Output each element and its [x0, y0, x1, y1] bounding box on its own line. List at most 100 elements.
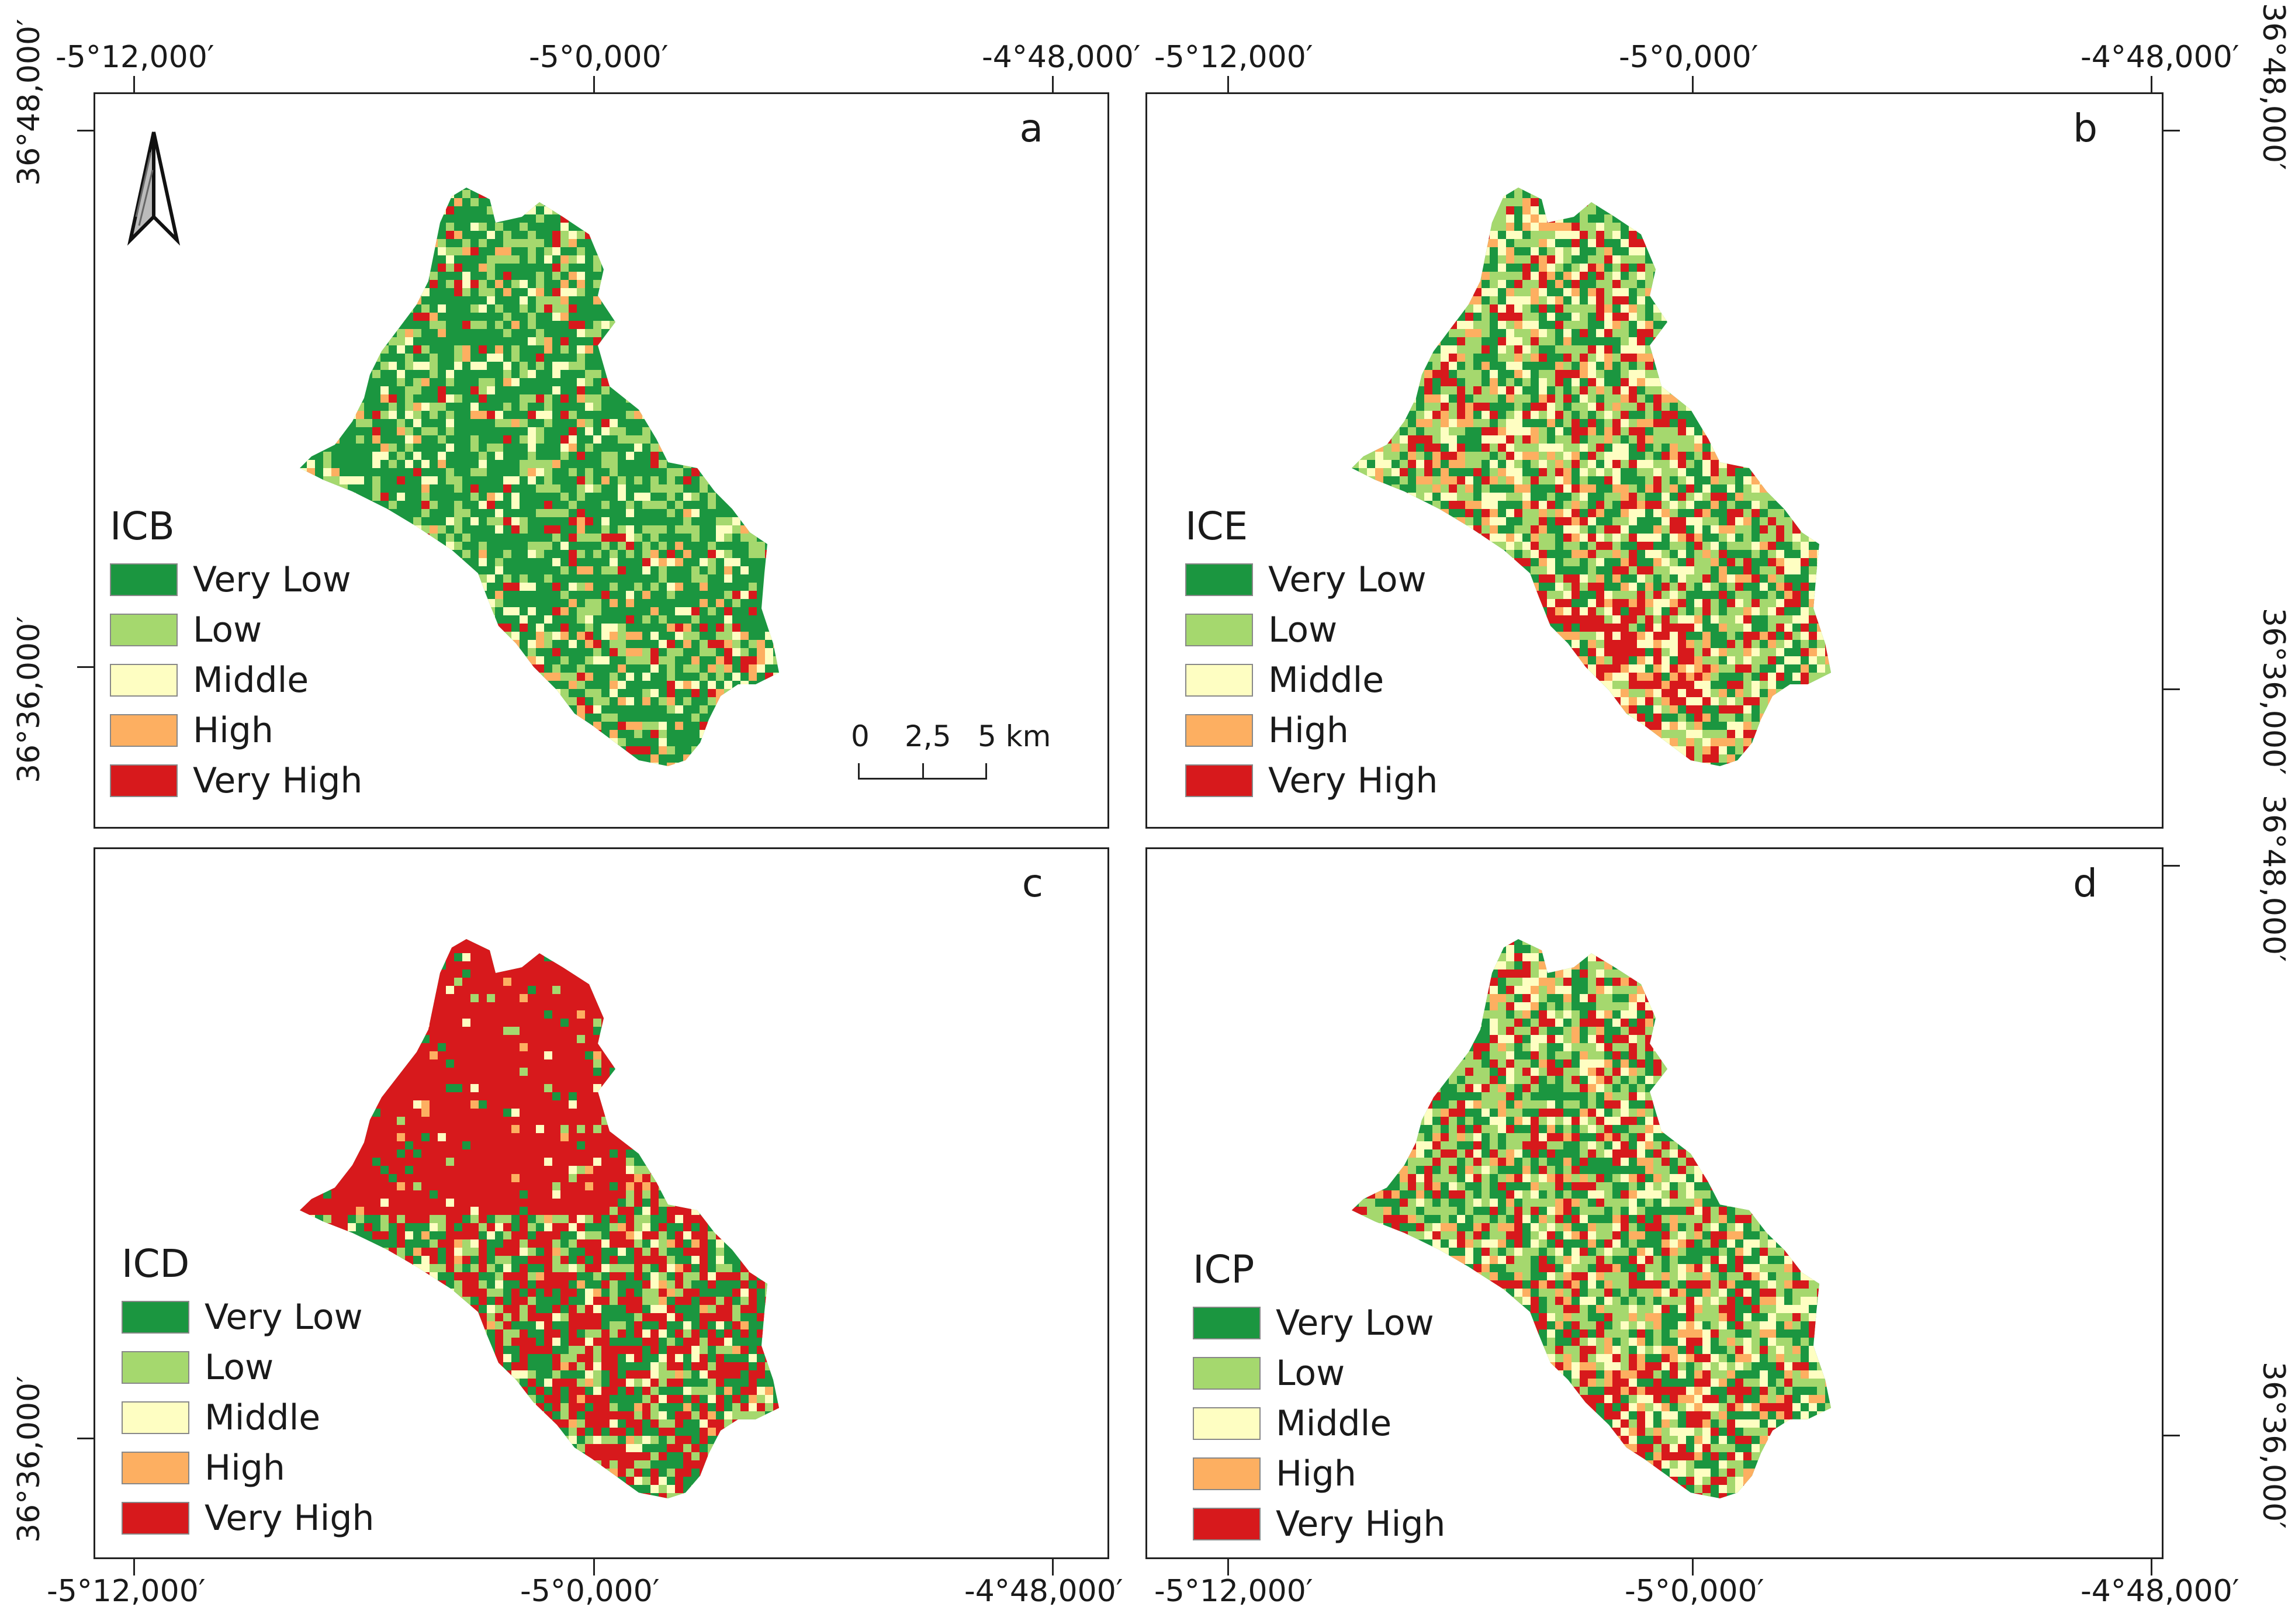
- lat-label: 36°48,000′: [12, 19, 47, 186]
- legend-label: High: [1268, 710, 1349, 751]
- legend-item: Low: [1193, 1348, 1445, 1398]
- legend-title: ICB: [110, 504, 175, 549]
- map-panel-c: c ICD Very Low Low Middle High Very High: [94, 847, 1109, 1559]
- lon-label: -5°12,000′: [1154, 1574, 1313, 1609]
- legend-swatch: [1193, 1357, 1261, 1390]
- legend-swatch: [1185, 614, 1253, 646]
- legend-item: High: [110, 705, 362, 756]
- legend-title: ICD: [122, 1241, 190, 1286]
- lat-label: 36°48,000′: [2256, 3, 2291, 170]
- lon-label: -5°12,000′: [47, 1574, 206, 1609]
- lon-label: -5°0,000′: [529, 40, 669, 75]
- legend-label: Very High: [1268, 760, 1438, 801]
- legend-item: Very Low: [110, 555, 362, 605]
- lon-label: -4°48,000′: [964, 1574, 1123, 1609]
- legend-label: Very Low: [193, 559, 351, 600]
- legend-label: Middle: [1268, 660, 1384, 701]
- legend-title: ICE: [1185, 504, 1248, 549]
- legend-item: Very Low: [1193, 1298, 1445, 1348]
- legend-item: Low: [122, 1342, 374, 1393]
- legend-item: High: [1185, 705, 1438, 756]
- legend-label: Very High: [205, 1498, 375, 1539]
- map-a: [300, 188, 779, 766]
- legend-swatch: [1185, 714, 1253, 747]
- legend-item: Middle: [1185, 655, 1438, 705]
- legend-label: High: [205, 1448, 285, 1488]
- lat-label: 36°36,000′: [12, 616, 47, 783]
- legend-label: Low: [205, 1347, 274, 1388]
- legend-item: Middle: [122, 1393, 374, 1443]
- lon-label: -4°48,000′: [982, 40, 1141, 75]
- scale-bar: 0 2,5 5 km: [851, 719, 1051, 790]
- panel-label-a: a: [1019, 106, 1043, 151]
- lon-label: -5°0,000′: [1625, 1574, 1764, 1609]
- lon-label: -4°48,000′: [2081, 40, 2239, 75]
- legend-b: ICE Very Low Low Middle High Very High: [1185, 503, 1438, 806]
- north-arrow-icon: [127, 131, 181, 246]
- legend-label: High: [193, 710, 274, 751]
- legend-label: Middle: [193, 660, 309, 701]
- map-panel-a: a ICB Very Low Low Middle High Very High 0 2…: [94, 92, 1109, 829]
- legend-title: ICP: [1193, 1247, 1255, 1292]
- legend-label: Very High: [1276, 1504, 1446, 1545]
- legend-label: Very Low: [1268, 559, 1427, 600]
- legend-swatch: [110, 764, 178, 797]
- legend-item: Middle: [110, 655, 362, 705]
- legend-d: ICP Very Low Low Middle High Very High: [1193, 1246, 1445, 1549]
- legend-item: Low: [110, 605, 362, 655]
- legend-c: ICD Very Low Low Middle High Very High: [122, 1241, 374, 1543]
- legend-swatch: [122, 1301, 189, 1334]
- map-c: [300, 939, 779, 1498]
- legend-item: Very Low: [1185, 555, 1438, 605]
- lon-label: -5°12,000′: [1154, 40, 1313, 75]
- lat-label: 36°36,000′: [12, 1376, 47, 1543]
- legend-label: Middle: [205, 1397, 321, 1438]
- legend-label: Very High: [193, 760, 363, 801]
- legend-a: ICB Very Low Low Middle High Very High: [110, 503, 362, 806]
- legend-swatch: [122, 1351, 189, 1384]
- legend-swatch: [110, 714, 178, 747]
- legend-swatch: [1193, 1457, 1261, 1490]
- legend-swatch: [122, 1452, 189, 1484]
- legend-swatch: [1193, 1307, 1261, 1339]
- legend-swatch: [122, 1401, 189, 1434]
- legend-swatch: [1185, 664, 1253, 697]
- panel-label-b: b: [2073, 106, 2097, 151]
- legend-item: Very High: [1193, 1499, 1445, 1549]
- map-d: [1352, 939, 1831, 1498]
- legend-swatch: [1193, 1407, 1261, 1440]
- legend-item: Middle: [1193, 1398, 1445, 1449]
- legend-label: Low: [193, 610, 262, 650]
- legend-label: Very Low: [205, 1297, 363, 1338]
- legend-swatch: [110, 614, 178, 646]
- map-b: [1352, 188, 1831, 766]
- lon-label: -5°0,000′: [1619, 40, 1759, 75]
- lon-label: -4°48,000′: [2081, 1574, 2239, 1609]
- map-panel-b: b ICE Very Low Low Middle High Very High: [1145, 92, 2164, 829]
- legend-label: Low: [1268, 610, 1338, 650]
- lat-label: 36°36,000′: [2256, 608, 2291, 775]
- legend-label: Very Low: [1276, 1303, 1434, 1343]
- legend-item: Very Low: [122, 1292, 374, 1342]
- legend-item: Very High: [122, 1493, 374, 1543]
- legend-swatch: [110, 664, 178, 697]
- legend-swatch: [122, 1502, 189, 1535]
- legend-item: High: [122, 1443, 374, 1493]
- legend-item: Very High: [110, 756, 362, 806]
- panel-label-c: c: [1022, 861, 1043, 906]
- legend-swatch: [1185, 764, 1253, 797]
- legend-label: Low: [1276, 1353, 1345, 1394]
- legend-item: High: [1193, 1449, 1445, 1499]
- legend-label: Middle: [1276, 1403, 1392, 1444]
- legend-item: Very High: [1185, 756, 1438, 806]
- map-panel-d: d ICP Very Low Low Middle High Very High: [1145, 847, 2164, 1559]
- legend-swatch: [1193, 1508, 1261, 1540]
- legend-swatch: [1185, 563, 1253, 596]
- lat-label: 36°48,000′: [2256, 795, 2291, 962]
- legend-item: Low: [1185, 605, 1438, 655]
- lat-label: 36°36,000′: [2256, 1362, 2291, 1529]
- lon-label: -5°0,000′: [520, 1574, 660, 1609]
- lon-label: -5°12,000′: [56, 40, 214, 75]
- legend-swatch: [110, 563, 178, 596]
- panel-label-d: d: [2073, 861, 2097, 906]
